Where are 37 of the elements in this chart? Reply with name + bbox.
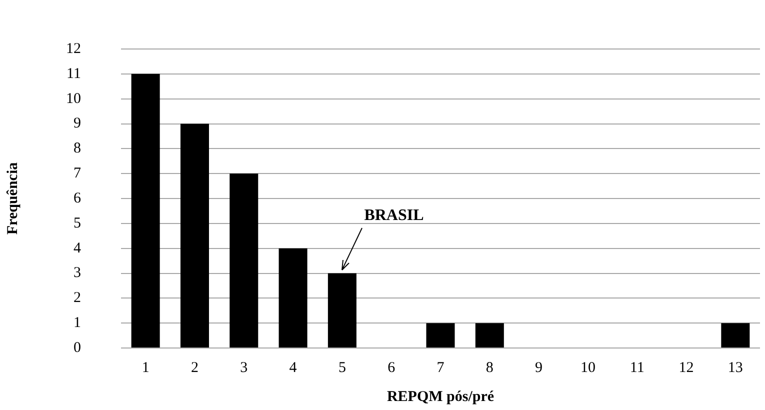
y-tick-label: 6 [74,190,82,206]
y-tick-label: 10 [66,90,81,107]
y-tick-label: 3 [74,265,81,282]
y-tick-label: 11 [66,66,81,82]
x-tick-label: 9 [535,360,543,377]
bar [328,273,356,348]
y-tick-label: 9 [74,116,81,132]
y-tick-label: 0 [74,340,81,356]
annotation: BRASIL [364,207,424,226]
x-tick-label: 3 [240,360,248,377]
x-tick-label: 10 [580,360,596,377]
x-tick-label: 4 [289,360,297,377]
bar [278,248,308,348]
x-axis-title: REPQM pós/pré [386,388,494,405]
bar [180,124,209,348]
y-tick-label: 7 [74,166,82,182]
x-tick-label: 5 [338,360,346,377]
y-tick-label: 5 [74,215,81,232]
y-tick-label: 8 [74,140,81,157]
x-tick-label: 11 [630,360,644,377]
bar [475,323,504,348]
bar [131,74,160,348]
x-tick-label: 8 [486,360,494,377]
bar [426,323,455,348]
x-tick-label: 13 [728,360,743,377]
bar [721,323,750,348]
y-tick-label: 2 [74,290,81,306]
x-tick-label: 1 [142,360,150,377]
y-tick-label: 12 [66,40,81,57]
bar [230,174,258,348]
x-tick-label: 2 [190,360,198,377]
y-tick-label: 4 [74,240,82,256]
x-tick-label: 12 [678,360,694,377]
y-tick-label: 1 [74,315,81,332]
x-tick-label: 6 [388,360,396,377]
y-axis-title: Frequência [4,162,21,235]
x-tick-label: 7 [436,360,444,377]
